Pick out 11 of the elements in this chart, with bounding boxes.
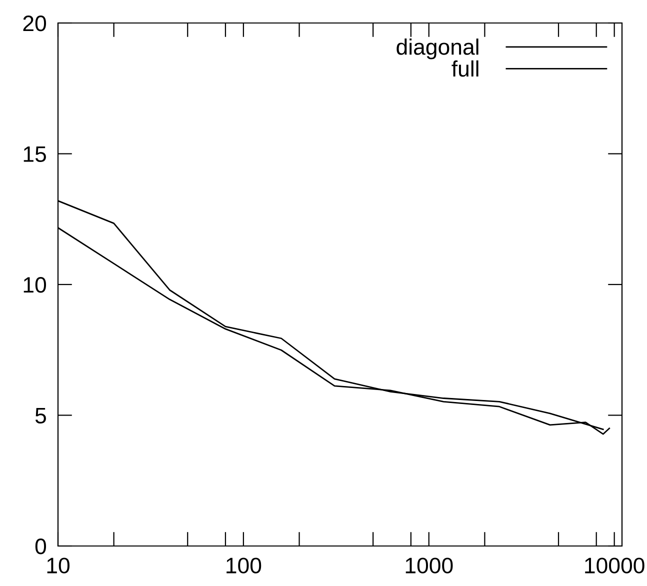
legend-label: full xyxy=(452,60,478,77)
x-tick-label: 100 xyxy=(226,558,262,574)
legend-label: diagonal xyxy=(396,38,478,60)
y-tick-label: 10 xyxy=(24,277,46,293)
y-tick-label: 20 xyxy=(23,16,46,32)
x-tick-label: 1000 xyxy=(406,558,453,574)
y-tick-label: 0 xyxy=(35,538,46,554)
x-tick-label: 10 xyxy=(47,558,70,574)
x-tick-label: 10000 xyxy=(585,558,644,574)
y-tick-label: 15 xyxy=(24,146,46,162)
y-tick-label: 5 xyxy=(35,408,46,424)
